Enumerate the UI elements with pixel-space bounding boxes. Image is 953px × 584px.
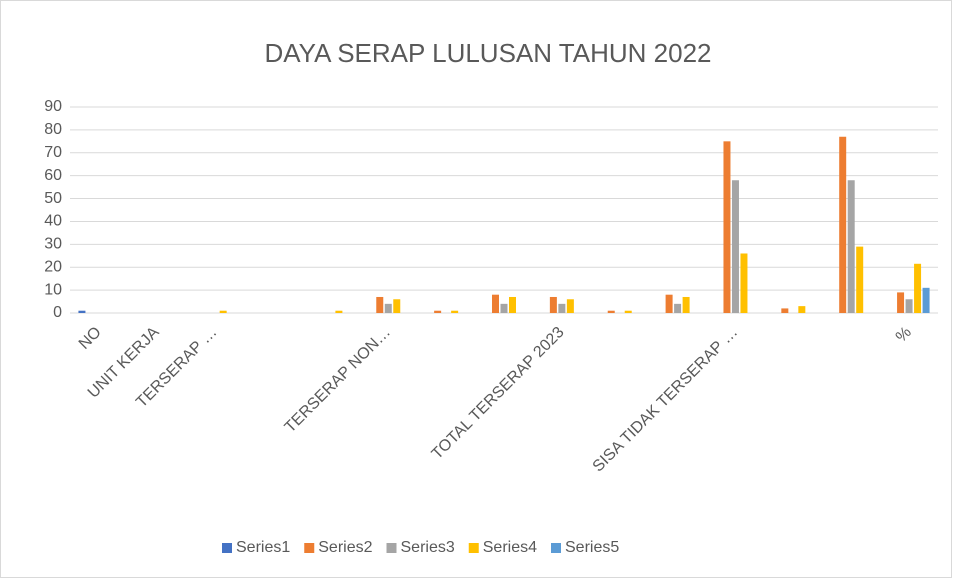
legend-label: Series4 xyxy=(483,539,537,556)
bar xyxy=(500,303,508,313)
y-tick-label: 70 xyxy=(44,144,62,161)
legend-label: Series3 xyxy=(401,539,455,556)
bar xyxy=(335,310,343,313)
legend-label: Series2 xyxy=(318,539,372,556)
y-tick-label: 30 xyxy=(44,236,62,253)
bar xyxy=(566,299,574,313)
legend-swatch xyxy=(468,543,479,553)
legend-swatch xyxy=(222,543,232,553)
bar xyxy=(393,299,401,313)
bar xyxy=(451,310,459,313)
bar xyxy=(384,303,392,313)
bar xyxy=(376,296,384,313)
y-tick-label: 20 xyxy=(44,258,62,275)
bar xyxy=(781,308,789,313)
bar xyxy=(905,299,913,313)
bar xyxy=(492,294,499,313)
y-tick-label: 10 xyxy=(44,281,62,298)
bar xyxy=(682,296,690,313)
bar xyxy=(856,246,864,313)
bar xyxy=(674,303,682,313)
legend-label: Series1 xyxy=(236,539,290,556)
bar xyxy=(740,253,748,313)
bar xyxy=(558,303,566,313)
y-tick-label: 90 xyxy=(44,98,62,115)
y-tick-label: 80 xyxy=(44,121,62,138)
bar xyxy=(839,136,847,313)
bar xyxy=(509,296,516,313)
bar xyxy=(731,180,739,313)
bar xyxy=(607,310,615,313)
legend-swatch xyxy=(551,543,561,553)
legend-label: Series5 xyxy=(565,539,619,556)
bar xyxy=(549,296,557,313)
bar xyxy=(723,141,731,313)
bar xyxy=(624,310,632,313)
bar xyxy=(922,287,930,313)
bar xyxy=(847,180,855,313)
chart-title: DAYA SERAP LULUSAN TAHUN 2022 xyxy=(264,38,711,68)
bar xyxy=(897,292,905,313)
bar xyxy=(219,310,227,313)
bar xyxy=(665,294,673,313)
legend-swatch xyxy=(386,543,397,553)
legend-swatch xyxy=(304,543,315,553)
y-tick-label: 60 xyxy=(44,167,62,184)
bar xyxy=(914,263,922,313)
y-tick-label: 40 xyxy=(44,213,62,230)
bar xyxy=(434,310,442,313)
y-tick-label: 0 xyxy=(53,304,62,321)
y-tick-label: 50 xyxy=(44,190,62,207)
bar xyxy=(78,310,86,313)
bar xyxy=(798,306,806,313)
